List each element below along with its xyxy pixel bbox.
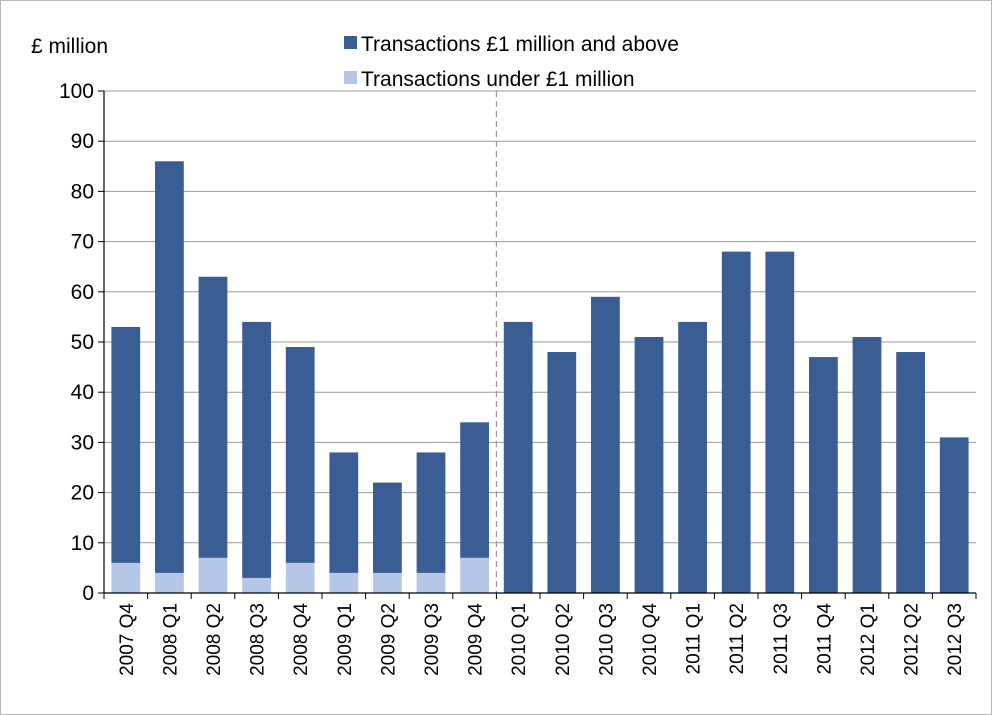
bar-under-1m: [416, 572, 446, 593]
gridlines: [104, 90, 976, 593]
bar-above-1m: [198, 276, 228, 558]
bar-above-1m: [765, 251, 795, 593]
bar-above-1m: [852, 336, 882, 593]
x-tick-label: 2010 Q2: [553, 603, 574, 676]
x-tick-label: 2012 Q3: [945, 603, 966, 676]
bar-above-1m: [460, 422, 489, 558]
bar-above-1m: [155, 161, 184, 573]
legend-label-under-1m: Transactions under £1 million: [361, 68, 635, 91]
x-tick-label: 2008 Q2: [204, 603, 225, 676]
y-tick-label: 30: [71, 431, 94, 454]
x-tick-label: 2011 Q4: [814, 603, 835, 675]
y-tick-label: 70: [71, 231, 94, 254]
bars: [111, 161, 969, 593]
legend-label-above-1m: Transactions £1 million and above: [361, 33, 679, 56]
legend-swatch-under-1m: [344, 71, 357, 84]
x-tick-label: 2011 Q1: [684, 603, 705, 674]
x-tick-label: 2008 Q1: [160, 603, 181, 676]
bar-above-1m: [242, 321, 271, 578]
bar-above-1m: [634, 336, 664, 593]
bar-above-1m: [416, 452, 446, 573]
y-tick-label: 10: [71, 532, 94, 555]
bar-under-1m: [242, 577, 271, 593]
x-tick-labels: 2007 Q4 2008 Q1 2008 Q2 2008 Q3 2008 Q4 2009 …: [117, 603, 966, 676]
bar-under-1m: [329, 572, 359, 593]
bar-above-1m: [547, 352, 577, 593]
bar-under-1m: [373, 572, 402, 593]
y-axis-label: £ million: [31, 35, 108, 58]
bar-above-1m: [721, 251, 751, 593]
x-tick-label: 2010 Q1: [509, 603, 530, 676]
x-tick-label: 2007 Q4: [117, 603, 138, 676]
x-tick-label: 2011 Q2: [727, 603, 748, 674]
x-tick-label: 2011 Q3: [771, 603, 792, 674]
bar-under-1m: [155, 572, 184, 593]
x-tick-label: 2009 Q4: [466, 603, 487, 676]
bar-above-1m: [111, 326, 141, 563]
y-tick-label: 60: [71, 281, 94, 304]
x-tick-label: 2009 Q1: [335, 603, 356, 676]
bar-under-1m: [198, 557, 228, 593]
bar-above-1m: [896, 352, 925, 593]
x-tick-label: 2012 Q2: [902, 603, 923, 676]
y-tick-label: 20: [71, 482, 94, 505]
bar-above-1m: [503, 321, 533, 593]
y-tick-label: 50: [71, 331, 94, 354]
y-tick-label: 40: [71, 381, 94, 404]
bar-above-1m: [591, 296, 620, 593]
bar-above-1m: [329, 452, 359, 573]
x-tick-label: 2009 Q2: [378, 603, 399, 676]
bar-above-1m: [373, 482, 402, 573]
bar-above-1m: [285, 347, 315, 563]
y-tick-label: 90: [71, 130, 94, 153]
y-tick-label: 80: [71, 180, 94, 203]
legend: Transactions £1 million and above Transa…: [344, 33, 679, 91]
x-tick-label: 2010 Q3: [596, 603, 617, 676]
bar-under-1m: [460, 557, 489, 593]
axes: [98, 90, 977, 599]
x-tick-label: 2009 Q3: [422, 603, 443, 676]
legend-swatch-above-1m: [344, 36, 357, 49]
bar-above-1m: [678, 321, 707, 593]
x-tick-label: 2012 Q1: [858, 603, 879, 676]
y-tick-labels: 0 10 20 30 40 50 60 70 80 90 100: [59, 80, 94, 605]
y-tick-label: 100: [59, 80, 94, 103]
bar-under-1m: [111, 562, 141, 593]
bar-above-1m: [939, 437, 969, 593]
x-tick-label: 2008 Q4: [291, 603, 312, 676]
x-tick-label: 2008 Q3: [248, 603, 269, 676]
bar-under-1m: [285, 562, 315, 593]
bar-above-1m: [809, 357, 838, 593]
y-tick-label: 0: [82, 582, 94, 605]
x-tick-label: 2010 Q4: [640, 603, 661, 676]
